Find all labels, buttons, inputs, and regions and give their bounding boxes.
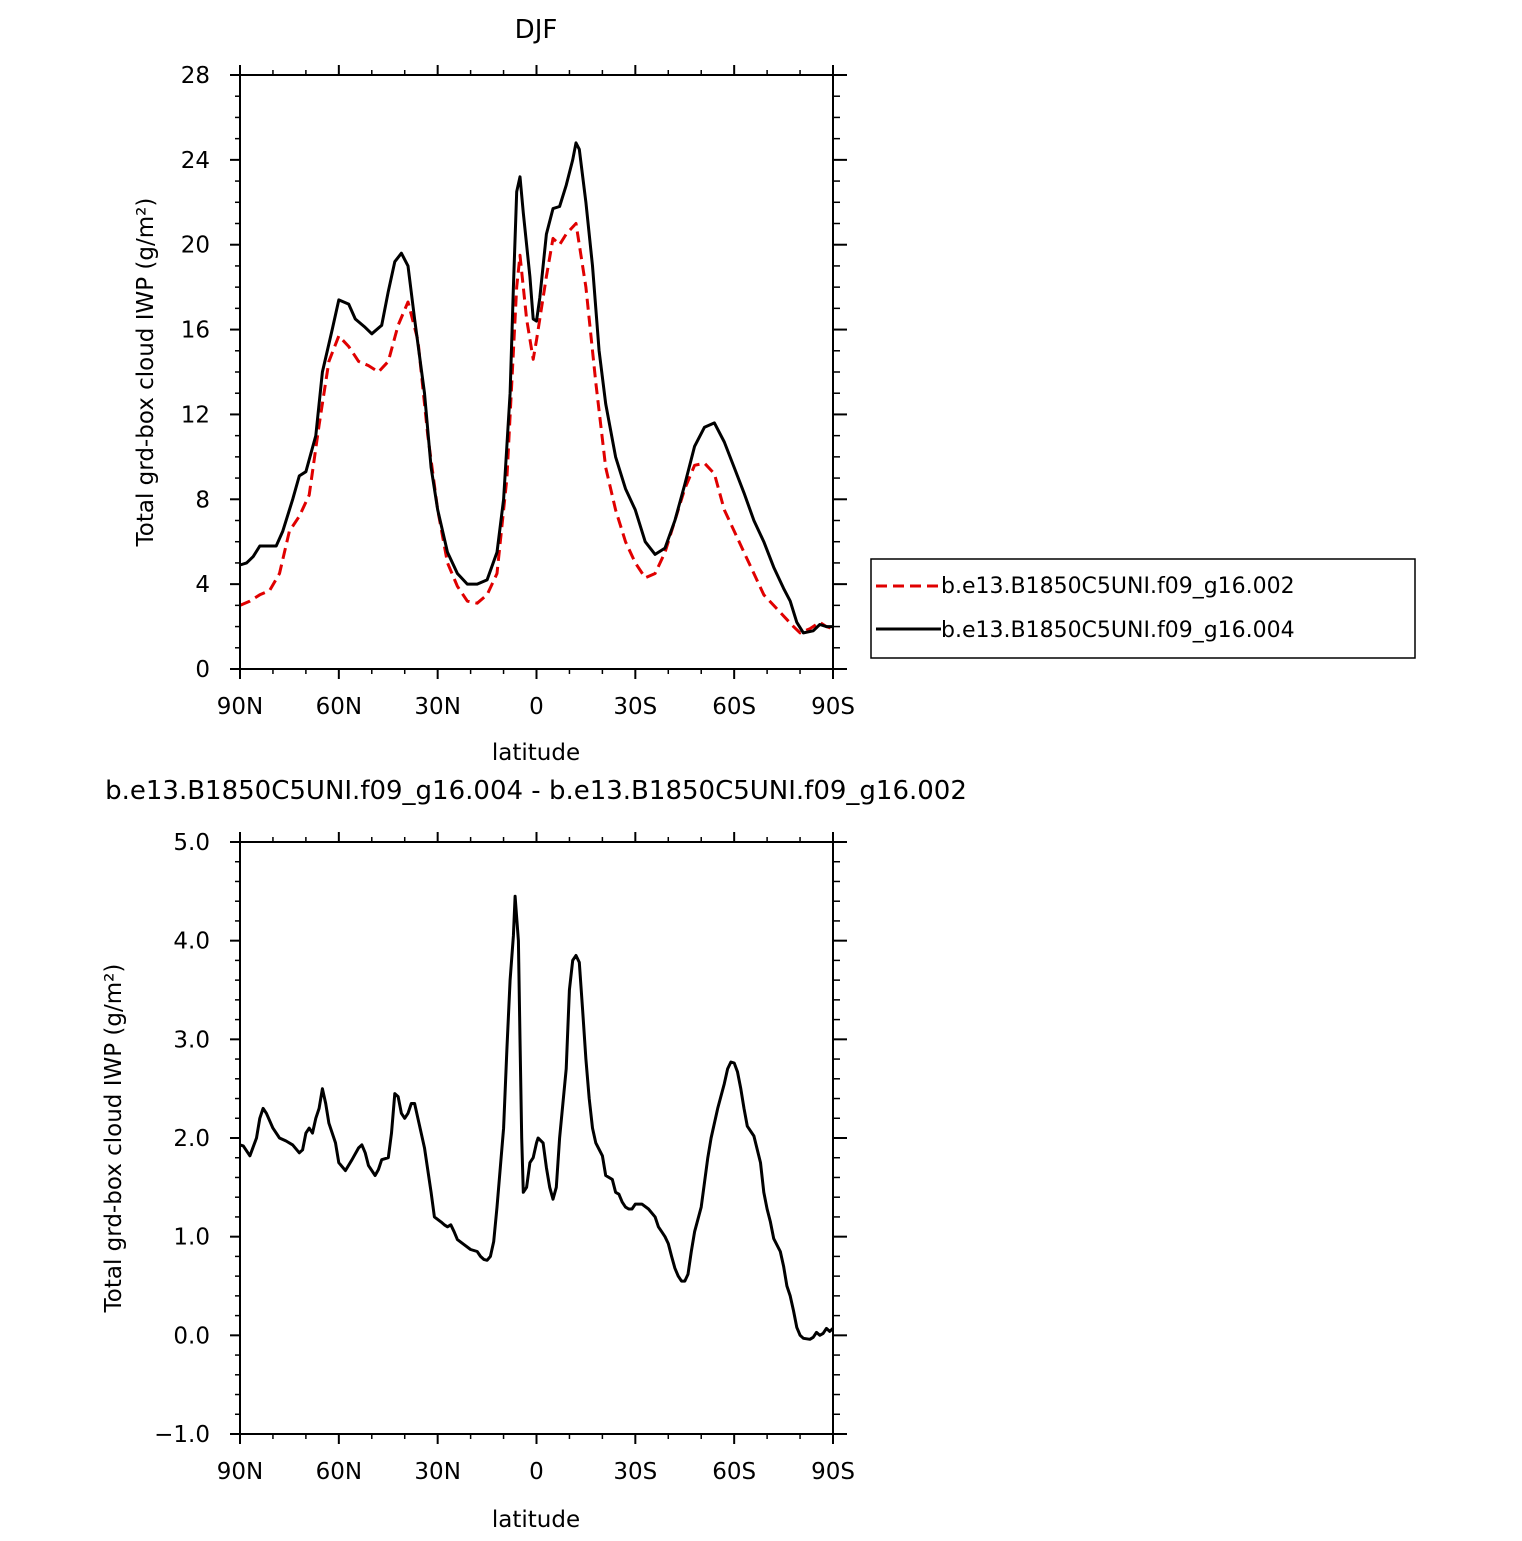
top-panel: DJF 90N 60N 30N 0 30S 60S 90S 0 4 8 12 16 20 24 28 lat… <box>133 15 1416 766</box>
top-x-tick-label: 90S <box>811 694 855 720</box>
top-y-tick-label: 0 <box>195 657 210 683</box>
bottom-y-tick-label: 2.0 <box>173 1126 210 1152</box>
top-y-tick-label: 16 <box>181 318 210 344</box>
bottom-plot-frame <box>239 841 834 1435</box>
bottom-chart-title: b.e13.B1850C5UNI.f09_g16.004 - b.e13.B18… <box>105 776 967 806</box>
top-y-tick-label: 4 <box>195 572 210 598</box>
bottom-y-tick-label: 3.0 <box>173 1027 210 1053</box>
top-plot-frame <box>239 74 834 670</box>
top-y-tick-label: 24 <box>181 148 210 174</box>
bottom-y-tick-label: 4.0 <box>173 929 210 955</box>
bottom-y-tick-label: 1.0 <box>173 1225 210 1251</box>
bottom-y-tick-label: 0.0 <box>173 1323 210 1349</box>
top-y-tick-label: 28 <box>181 63 210 89</box>
bottom-x-tick-label: 30S <box>613 1459 657 1485</box>
bottom-panel: b.e13.B1850C5UNI.f09_g16.004 - b.e13.B18… <box>101 776 967 1533</box>
top-y-tick-label: 12 <box>181 402 210 428</box>
legend-box <box>870 558 1416 659</box>
bottom-x-tick-label: 30N <box>414 1459 460 1485</box>
top-y-axis-label: Total grd-box cloud IWP (g/m²) <box>133 198 159 548</box>
top-x-tick-label: 90N <box>217 694 263 720</box>
bottom-x-axis-label: latitude <box>492 1507 580 1533</box>
bottom-x-tick-label: 90N <box>217 1459 263 1485</box>
bottom-plot-area: 90N 60N 30N 0 30S 60S 90S −1.0 0.0 1.0 2.0 3.0 4.0 5.… <box>154 830 855 1485</box>
top-x-tick-label: 30N <box>414 694 460 720</box>
bottom-x-tick-label: 90S <box>811 1459 855 1485</box>
top-x-tick-label: 30S <box>613 694 657 720</box>
top-series-line-2 <box>239 141 833 635</box>
top-x-axis-label: latitude <box>492 740 580 766</box>
legend-label-series-2: b.e13.B1850C5UNI.f09_g16.004 <box>941 618 1295 643</box>
bottom-x-tick-label: 0 <box>529 1459 544 1485</box>
bottom-x-tick-label: 60S <box>712 1459 756 1485</box>
legend-label-series-1: b.e13.B1850C5UNI.f09_g16.002 <box>941 574 1295 599</box>
top-y-tick-label: 20 <box>181 233 210 259</box>
bottom-y-tick-label: −1.0 <box>154 1422 210 1448</box>
top-x-tick-label: 60N <box>316 694 362 720</box>
top-y-tick-label: 8 <box>195 487 210 513</box>
bottom-series-line-1 <box>239 894 835 1341</box>
top-x-tick-label: 60S <box>712 694 756 720</box>
bottom-x-tick-label: 60N <box>316 1459 362 1485</box>
bottom-y-axis-label: Total grd-box cloud IWP (g/m²) <box>101 964 127 1314</box>
top-chart-title: DJF <box>515 15 558 45</box>
bottom-y-tick-label: 5.0 <box>173 830 210 856</box>
top-plot-area: 90N 60N 30N 0 30S 60S 90S 0 4 8 12 16 20 24 28 <box>181 63 855 720</box>
top-legend: b.e13.B1850C5UNI.f09_g16.002 b.e13.B1850… <box>870 558 1416 659</box>
top-x-tick-label: 0 <box>529 694 544 720</box>
top-series-line-1 <box>239 222 834 635</box>
